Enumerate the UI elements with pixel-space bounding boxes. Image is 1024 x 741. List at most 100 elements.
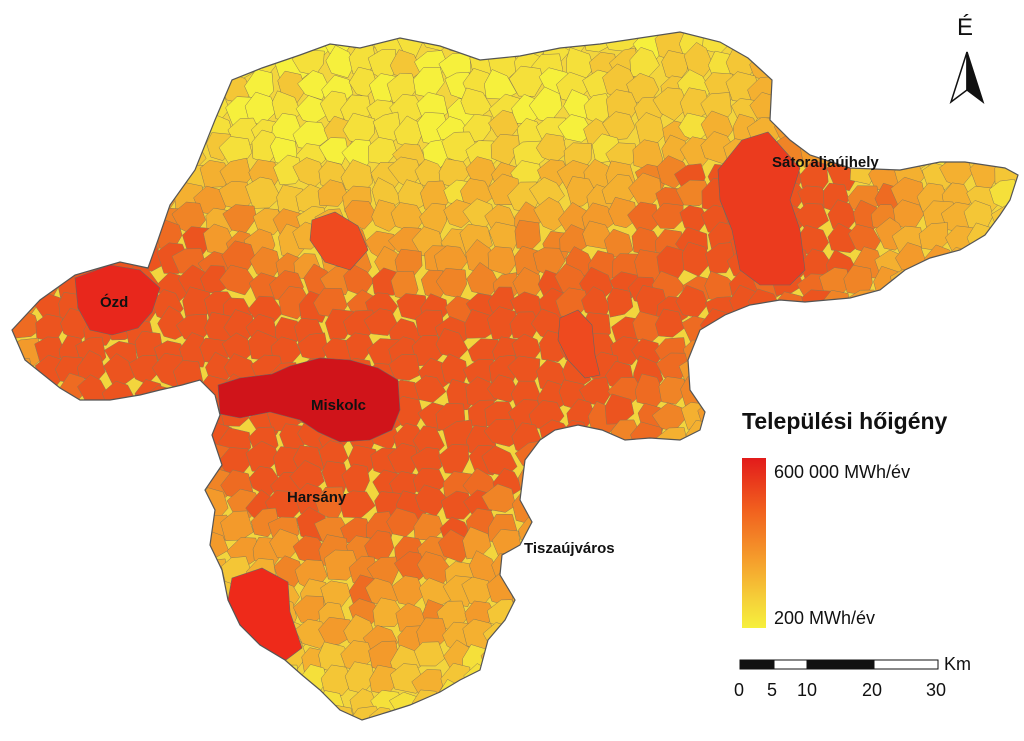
municipality-cell xyxy=(963,529,995,561)
municipality-cell xyxy=(553,641,585,674)
municipality-cell xyxy=(27,640,64,673)
municipality-cell xyxy=(606,667,635,695)
municipality-cell xyxy=(131,490,165,528)
municipality-cell xyxy=(172,576,205,611)
municipality-cell xyxy=(753,32,785,56)
municipality-cell xyxy=(123,690,157,720)
municipality-cell xyxy=(252,208,284,235)
municipality-cell xyxy=(902,530,933,559)
municipality-cell xyxy=(967,359,994,387)
municipality-cell xyxy=(386,713,422,720)
municipality-cell xyxy=(55,572,84,601)
municipality-cell xyxy=(685,532,717,568)
scale-unit-label: Km xyxy=(944,654,971,674)
municipality-cell xyxy=(654,623,686,651)
municipality-cell xyxy=(0,557,12,589)
municipality-cell xyxy=(968,271,1005,302)
municipality-cell xyxy=(678,705,709,720)
municipality-cell xyxy=(915,463,952,492)
municipality-cell xyxy=(317,2,345,31)
municipality-cell xyxy=(54,664,86,699)
municipality-cell xyxy=(144,32,179,36)
municipality-cell xyxy=(14,533,45,561)
municipality-cell xyxy=(903,313,935,347)
municipality-cell xyxy=(80,710,117,720)
municipality-cell xyxy=(654,649,691,680)
municipality-cell xyxy=(607,445,645,475)
region-ozd xyxy=(74,264,161,336)
municipality-cell xyxy=(169,464,202,495)
municipality-cell xyxy=(396,32,431,41)
municipality-cell xyxy=(988,92,1018,122)
municipality-cell xyxy=(824,112,861,147)
municipality-cell xyxy=(872,32,905,42)
municipality-cell xyxy=(174,484,206,516)
municipality-cell xyxy=(588,666,620,696)
municipality-cell xyxy=(994,32,1018,53)
municipality-cell xyxy=(827,315,858,351)
municipality-cell xyxy=(156,641,184,674)
municipality-cell xyxy=(917,315,949,348)
municipality-cell xyxy=(105,152,135,186)
municipality-cell xyxy=(802,45,832,75)
municipality-cell xyxy=(85,613,117,650)
municipality-cell xyxy=(12,423,40,454)
municipality-cell xyxy=(29,32,61,34)
municipality-cell xyxy=(971,506,1002,536)
municipality-cell xyxy=(27,32,61,60)
municipality-cell xyxy=(996,527,1018,559)
municipality-cell xyxy=(944,596,976,629)
municipality-cell xyxy=(703,617,737,650)
municipality-cell xyxy=(12,555,42,589)
municipality-cell xyxy=(460,32,490,54)
municipality-cell xyxy=(12,378,41,412)
municipality-cell xyxy=(756,380,786,412)
municipality-cell xyxy=(172,669,209,701)
municipality-cell xyxy=(779,376,810,407)
municipality-cell xyxy=(591,32,620,43)
municipality-cell xyxy=(971,491,1007,524)
municipality-cell xyxy=(847,118,876,153)
municipality-cell xyxy=(967,398,999,433)
municipality-cell xyxy=(651,202,684,230)
municipality-cell xyxy=(826,95,859,128)
municipality-cell xyxy=(995,337,1018,368)
municipality-cell xyxy=(170,405,206,436)
municipality-cell xyxy=(704,423,738,455)
municipality-cell xyxy=(79,400,111,433)
municipality-cell xyxy=(26,51,63,83)
municipality-cell xyxy=(635,623,668,656)
municipality-cell xyxy=(537,506,572,542)
municipality-cell xyxy=(777,552,806,581)
municipality-cell xyxy=(711,635,741,667)
municipality-cell xyxy=(943,551,973,580)
municipality-cell xyxy=(659,659,693,691)
municipality-cell xyxy=(12,252,39,281)
municipality-cell xyxy=(60,67,89,97)
municipality-cell xyxy=(709,489,742,524)
municipality-cell xyxy=(54,707,85,720)
municipality-cell xyxy=(941,118,979,150)
municipality-cell xyxy=(682,481,717,513)
municipality-cell xyxy=(875,96,905,127)
municipality-cell xyxy=(969,422,1002,453)
municipality-cell xyxy=(539,682,569,716)
municipality-cell xyxy=(989,494,1017,524)
municipality-cell xyxy=(972,119,1003,150)
municipality-cell xyxy=(995,556,1018,590)
municipality-cell xyxy=(29,160,59,195)
municipality-cell xyxy=(993,374,1018,407)
municipality-cell xyxy=(12,243,14,271)
municipality-cell xyxy=(276,32,309,58)
municipality-cell xyxy=(78,64,107,96)
municipality-cell xyxy=(127,617,159,647)
municipality-cell xyxy=(159,53,188,84)
municipality-cell xyxy=(156,488,188,522)
municipality-cell xyxy=(700,355,731,382)
municipality-cell xyxy=(538,471,568,503)
municipality-cell xyxy=(782,529,813,562)
municipality-cell xyxy=(105,469,139,499)
municipality-cell xyxy=(604,578,642,610)
municipality-cell xyxy=(606,287,634,318)
municipality-cell xyxy=(868,572,903,604)
